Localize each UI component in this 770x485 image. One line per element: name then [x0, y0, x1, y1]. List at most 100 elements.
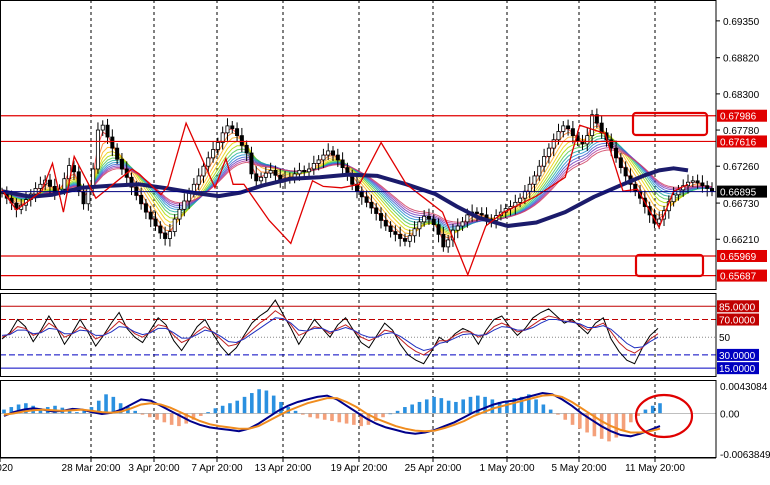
x-tick-label: 5 May 20:00 — [551, 463, 606, 474]
macd-histogram-bar — [563, 413, 568, 420]
zigzag-line — [1, 121, 689, 277]
x-tick-label: 1 May 20:00 — [479, 463, 534, 474]
macd-histogram-bar — [315, 413, 320, 419]
macd-histogram-bar — [293, 410, 298, 414]
candle-body — [407, 235, 412, 242]
panel-frame — [0, 0, 717, 290]
candle-body — [556, 131, 561, 141]
candle-body — [690, 180, 695, 183]
candle-body — [172, 218, 177, 232]
macd-histogram-bar — [16, 404, 21, 414]
candle-body — [412, 228, 417, 237]
macd-y-tick-label: 0.0043084 — [720, 382, 768, 393]
price-tag — [717, 185, 767, 198]
macd-histogram-bar — [38, 408, 43, 414]
candle-body — [710, 188, 715, 192]
osc-level-tag — [717, 313, 759, 326]
price-axis: 0.67986 0.67616 0.65969 0.65687 0.66895 0.693… — [716, 17, 770, 461]
x-tick-label: 11 May 20:00 — [625, 463, 685, 474]
x-tick-label: 2 Mar 2020 — [0, 463, 13, 474]
candle-body — [268, 169, 273, 174]
candle-body — [62, 178, 67, 190]
macd-histogram-bar — [133, 410, 137, 414]
macd-histogram-bar — [322, 413, 327, 420]
macd-histogram-bar — [177, 413, 181, 427]
macd-histogram-bar — [169, 413, 174, 425]
candle-body — [115, 147, 120, 160]
macd-histogram-bar — [512, 398, 517, 414]
macd-histogram-bar — [337, 413, 342, 423]
candle-body — [700, 182, 705, 187]
candle-body — [215, 142, 220, 150]
macd-histogram-bar — [446, 400, 451, 414]
candle-body — [244, 144, 249, 154]
macd-histogram-bar — [424, 399, 429, 414]
macd-histogram-bar — [381, 413, 385, 418]
macd-histogram-bar — [454, 401, 458, 414]
candle-body — [254, 173, 259, 182]
candle-body — [81, 190, 86, 205]
candle-body — [158, 225, 163, 234]
osc-line — [1, 317, 659, 352]
x-tick-label: 3 Apr 20:00 — [128, 463, 180, 474]
x-tick-label: 13 Apr 20:00 — [255, 463, 312, 474]
candle-body — [436, 224, 441, 235]
macd-histogram-bar — [585, 413, 589, 433]
macd-histogram-bar — [250, 393, 254, 414]
macd-histogram-bar — [629, 413, 633, 423]
candle-body — [614, 147, 619, 159]
osc-level-tag — [717, 348, 759, 361]
macd-histogram-bar — [140, 413, 145, 415]
macd-histogram-bar — [403, 407, 407, 414]
osc-line — [1, 299, 659, 365]
macd-histogram-bar — [578, 413, 582, 429]
candle-body — [594, 114, 599, 124]
time-gridlines — [90, 0, 656, 458]
candle-body — [302, 169, 307, 173]
macd-histogram-bar — [556, 413, 560, 415]
candle-body — [686, 181, 691, 187]
macd-histogram-bar — [461, 399, 465, 414]
macd-histogram-bar — [82, 410, 86, 414]
candle-body — [273, 169, 278, 176]
level-tag — [717, 249, 767, 262]
candle-body — [671, 194, 676, 203]
candle-body — [163, 232, 168, 239]
candle-body — [182, 200, 187, 210]
panel-frame — [0, 293, 717, 377]
price-label: 0.66895 — [720, 188, 757, 199]
candle-body — [110, 136, 115, 149]
macd-histogram-bar — [636, 413, 640, 416]
macd-y-tick-label: -0.0063849 — [720, 450, 770, 461]
x-tick-label: 28 Mar 20:00 — [62, 463, 121, 474]
candle-body — [316, 159, 321, 164]
osc-level-tag — [717, 300, 759, 313]
slow-ma-line — [1, 166, 689, 228]
macd-histogram-bar — [475, 395, 480, 414]
candle-body — [105, 124, 110, 138]
macd-histogram-bar — [410, 404, 414, 414]
candle-body — [426, 215, 431, 220]
macd-histogram-bar — [242, 396, 247, 414]
macd-histogram-bar — [505, 400, 509, 414]
macd-histogram-bar — [301, 413, 305, 415]
candle-body — [167, 231, 172, 239]
macd-histogram-bar — [213, 408, 218, 414]
osc-level-label: 70.0000 — [719, 316, 756, 327]
time-axis: 2 Mar 2020 28 Mar 20:00 3 Apr 20:00 7 Apr 2… — [0, 458, 685, 474]
candle-body — [455, 225, 460, 231]
osc-level-label: 50 — [719, 333, 731, 344]
annotation-circle — [634, 393, 694, 439]
macd-histogram-bar — [490, 399, 495, 414]
candle-body — [393, 231, 398, 235]
macd-histogram-bar — [388, 413, 393, 415]
macd-histogram-bar — [235, 400, 240, 414]
candle-body — [474, 211, 479, 214]
macd-histogram-bar — [359, 413, 363, 427]
candle-body — [590, 114, 595, 137]
candle-body — [479, 213, 484, 216]
candle-body — [235, 128, 240, 137]
candle-body — [537, 165, 542, 177]
price-panel — [0, 108, 716, 277]
